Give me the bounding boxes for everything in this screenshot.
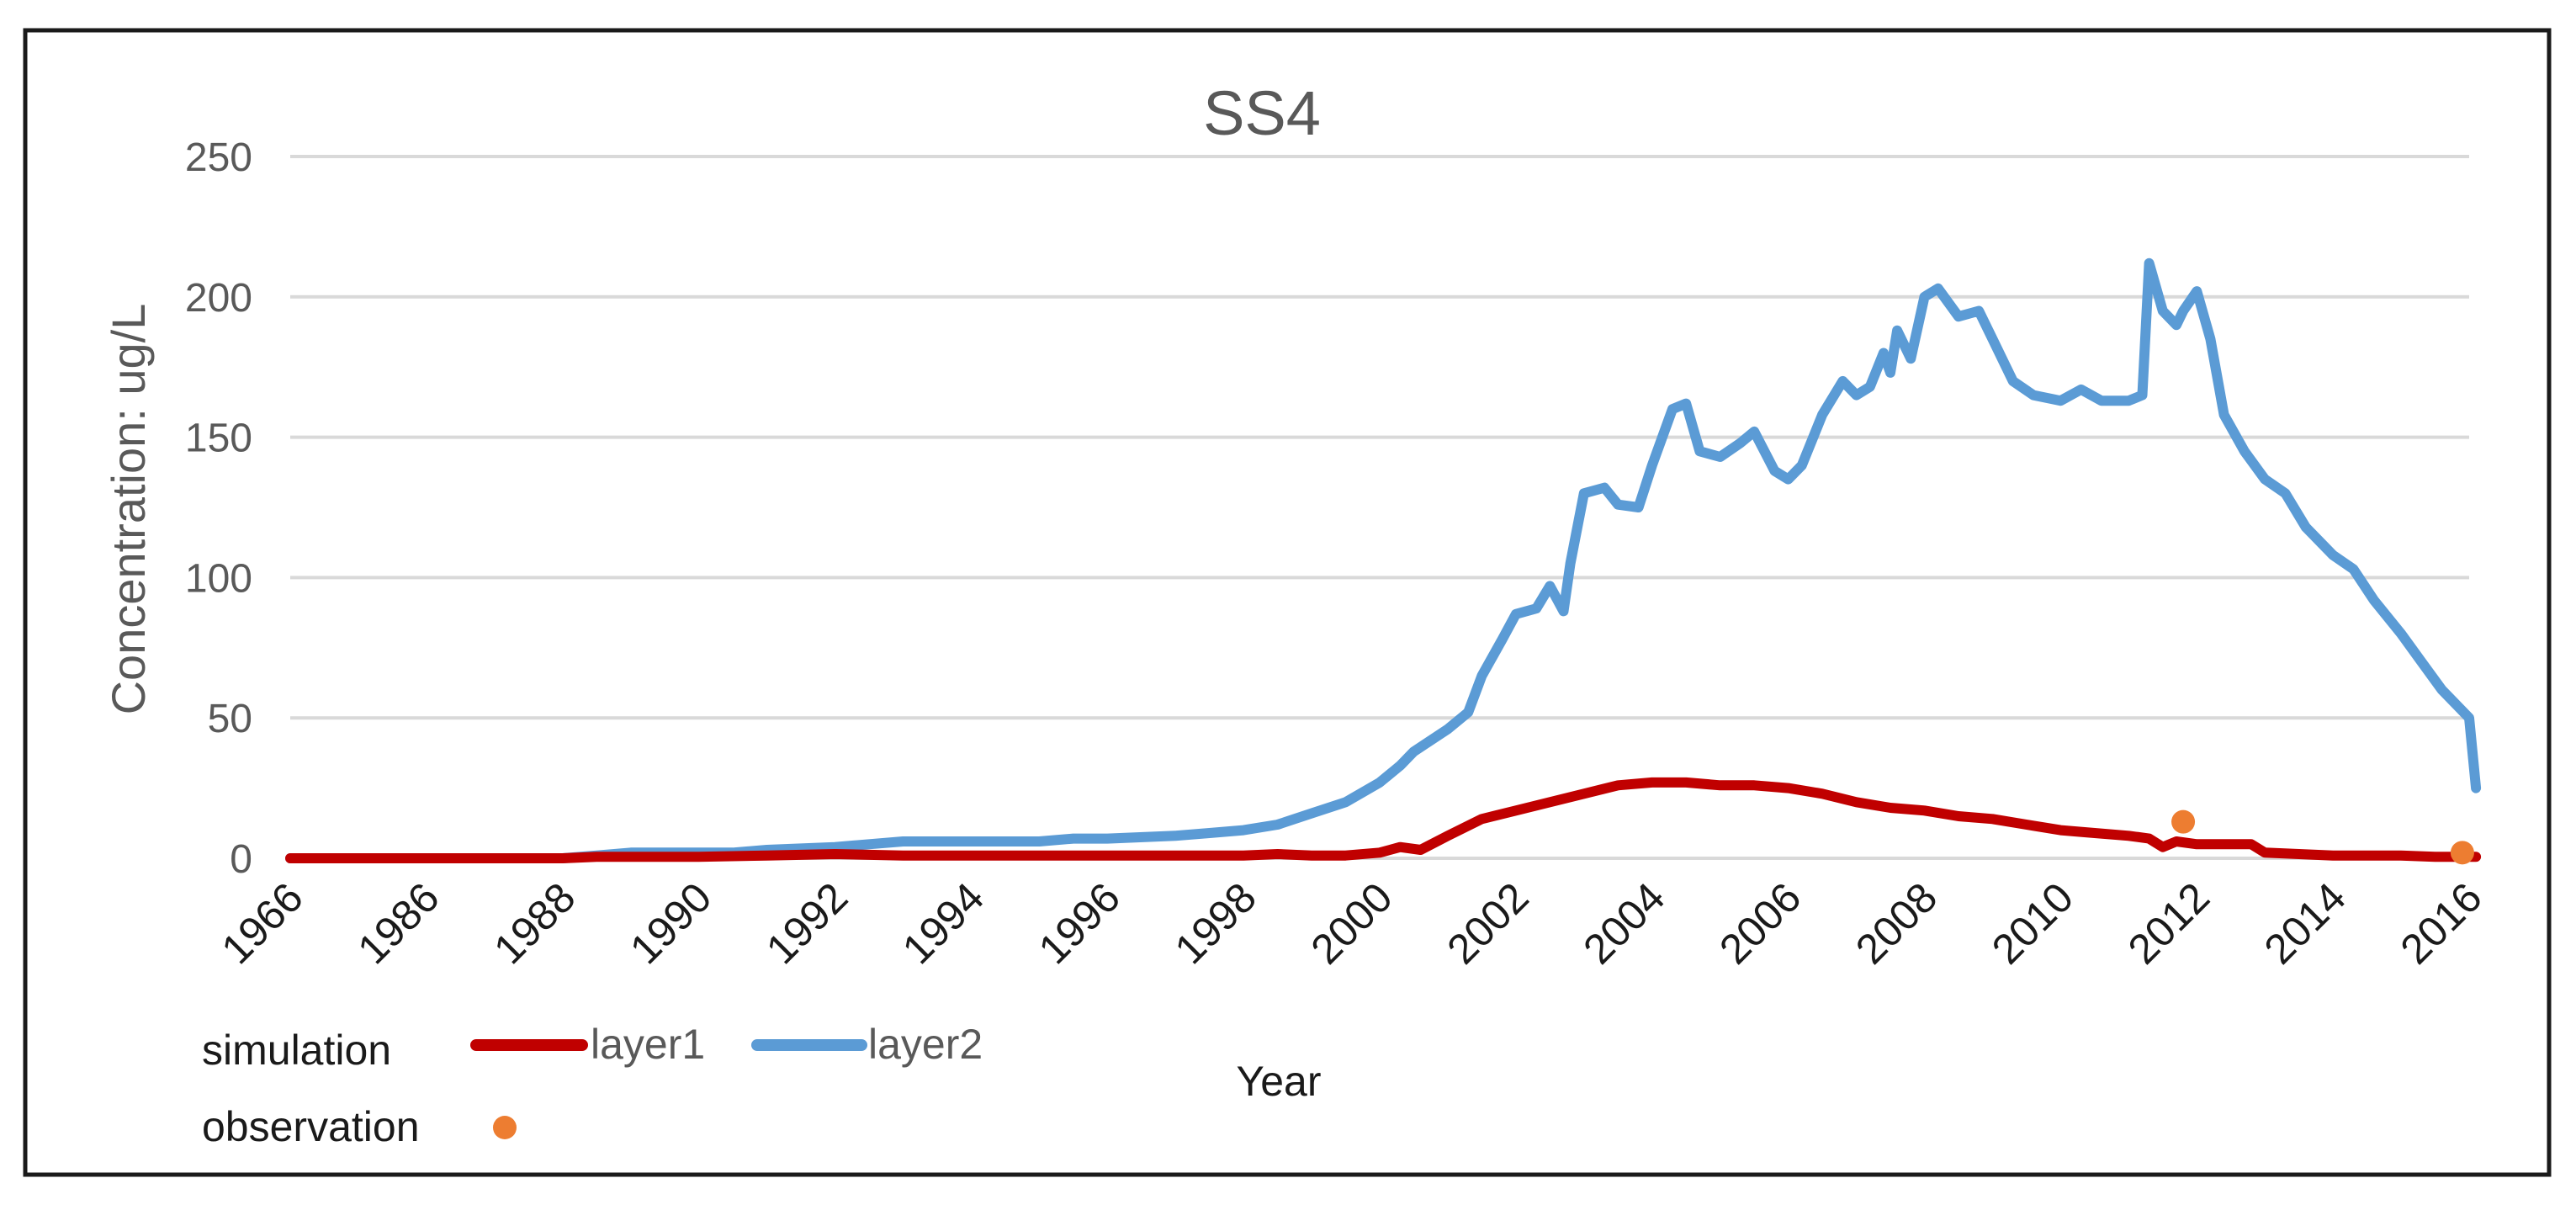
y-tick-label: 150 bbox=[185, 417, 252, 461]
y-axis-label: Concentration: ug/L bbox=[102, 304, 155, 715]
y-tick-label: 50 bbox=[208, 697, 252, 741]
y-tick-label: 0 bbox=[230, 837, 252, 882]
legend: simulation layer1 layer2 observation bbox=[202, 1021, 983, 1150]
observation-point bbox=[2171, 809, 2196, 834]
series-lines bbox=[285, 257, 2482, 863]
legend-simulation-label: simulation bbox=[202, 1027, 391, 1074]
y-tick-label: 250 bbox=[185, 135, 252, 180]
chart-title: SS4 bbox=[1203, 78, 1321, 148]
y-tick-label: 200 bbox=[185, 276, 252, 321]
legend-layer1-label: layer1 bbox=[591, 1021, 705, 1068]
observation-point bbox=[2450, 841, 2474, 865]
chart-frame bbox=[23, 28, 2552, 1177]
observation-points bbox=[2171, 809, 2474, 865]
legend-observation-marker bbox=[493, 1116, 517, 1139]
y-tick-label: 100 bbox=[185, 556, 252, 601]
y-axis-ticks: 0 50 100 150 200 250 bbox=[185, 135, 252, 882]
x-axis-label: Year bbox=[1236, 1058, 1321, 1105]
series-line-layer1 bbox=[285, 777, 2482, 863]
legend-layer2-label: layer2 bbox=[868, 1021, 983, 1068]
series-line-layer2 bbox=[285, 257, 2482, 863]
legend-observation-label: observation bbox=[202, 1103, 420, 1150]
gridlines bbox=[290, 155, 2469, 860]
